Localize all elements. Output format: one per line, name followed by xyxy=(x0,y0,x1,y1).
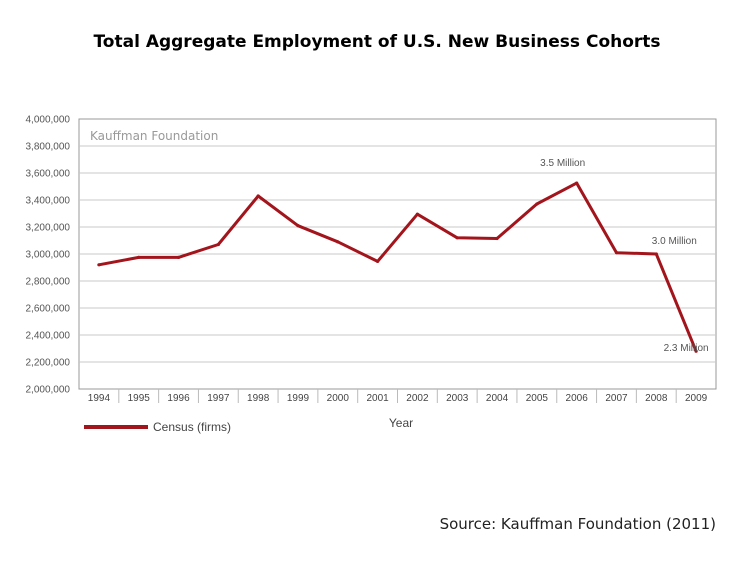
x-tick-label: 1997 xyxy=(207,393,230,404)
x-tick-label: 2006 xyxy=(566,393,589,404)
data-point xyxy=(176,255,181,259)
x-tick-label: 1995 xyxy=(128,393,151,404)
data-point xyxy=(336,240,340,244)
data-point xyxy=(137,255,141,259)
y-tick-label: 2,200,000 xyxy=(26,358,71,369)
x-tick-labels: 1994 1995 1996 1997 1998 1999 2000 2001 2002 2003… xyxy=(88,389,708,404)
y-tick-labels: 2,000,000 2,200,000 2,400,000 2,600,000 2,80… xyxy=(26,115,71,396)
data-point xyxy=(535,202,539,206)
y-tick-label: 2,000,000 xyxy=(26,385,71,396)
data-label: 2.3 Million xyxy=(664,343,709,354)
data-label: 3.0 Million xyxy=(652,236,697,247)
y-tick-label: 3,200,000 xyxy=(26,223,71,234)
x-tick-label: 2002 xyxy=(406,393,429,404)
data-point xyxy=(694,349,698,353)
series-layer xyxy=(97,181,698,353)
data-label: 3.5 Million xyxy=(540,158,585,169)
y-tick-label: 3,000,000 xyxy=(26,250,71,261)
y-tick-label: 3,400,000 xyxy=(26,196,71,207)
grid-lines xyxy=(79,145,716,363)
x-tick-label: 2009 xyxy=(685,393,708,404)
x-tick-label: 1998 xyxy=(247,393,270,404)
y-tick-label: 2,800,000 xyxy=(26,277,71,288)
y-tick-label: 3,800,000 xyxy=(26,142,71,153)
data-point xyxy=(495,236,499,241)
data-point xyxy=(216,242,220,247)
watermark-text: Kauffman Foundation xyxy=(90,129,218,143)
source-note: Source: Kauffman Foundation (2011) xyxy=(439,515,716,533)
data-point xyxy=(375,259,380,264)
x-tick-label: 1996 xyxy=(167,393,190,404)
x-axis-label: Year xyxy=(389,416,413,430)
x-tick-label: 2003 xyxy=(446,393,469,404)
x-tick-label: 1999 xyxy=(287,393,310,404)
data-point xyxy=(256,194,260,198)
x-tick-label: 2000 xyxy=(327,393,350,404)
data-point xyxy=(654,252,658,256)
data-point xyxy=(97,263,101,267)
y-tick-label: 3,600,000 xyxy=(26,169,71,180)
x-tick-label: 2005 xyxy=(526,393,549,404)
data-point xyxy=(614,251,619,255)
data-point xyxy=(575,181,579,185)
y-tick-label: 2,600,000 xyxy=(26,304,71,315)
annotation-layer: 3.5 Million 3.0 Million 2.3 Million xyxy=(540,158,708,354)
data-point xyxy=(296,224,300,228)
data-point xyxy=(415,212,420,216)
series-line xyxy=(98,181,698,352)
chart-title: Total Aggregate Employment of U.S. New B… xyxy=(93,32,661,52)
x-tick-label: 2008 xyxy=(645,393,668,404)
legend-label: Census (firms) xyxy=(153,420,231,434)
data-point xyxy=(455,236,459,240)
x-tick-label: 1994 xyxy=(88,393,111,404)
x-tick-label: 2004 xyxy=(486,393,509,404)
x-tick-label: 2001 xyxy=(366,393,389,404)
x-tick-label: 2007 xyxy=(605,393,628,404)
y-tick-label: 2,400,000 xyxy=(26,331,71,342)
y-tick-label: 4,000,000 xyxy=(26,115,71,126)
